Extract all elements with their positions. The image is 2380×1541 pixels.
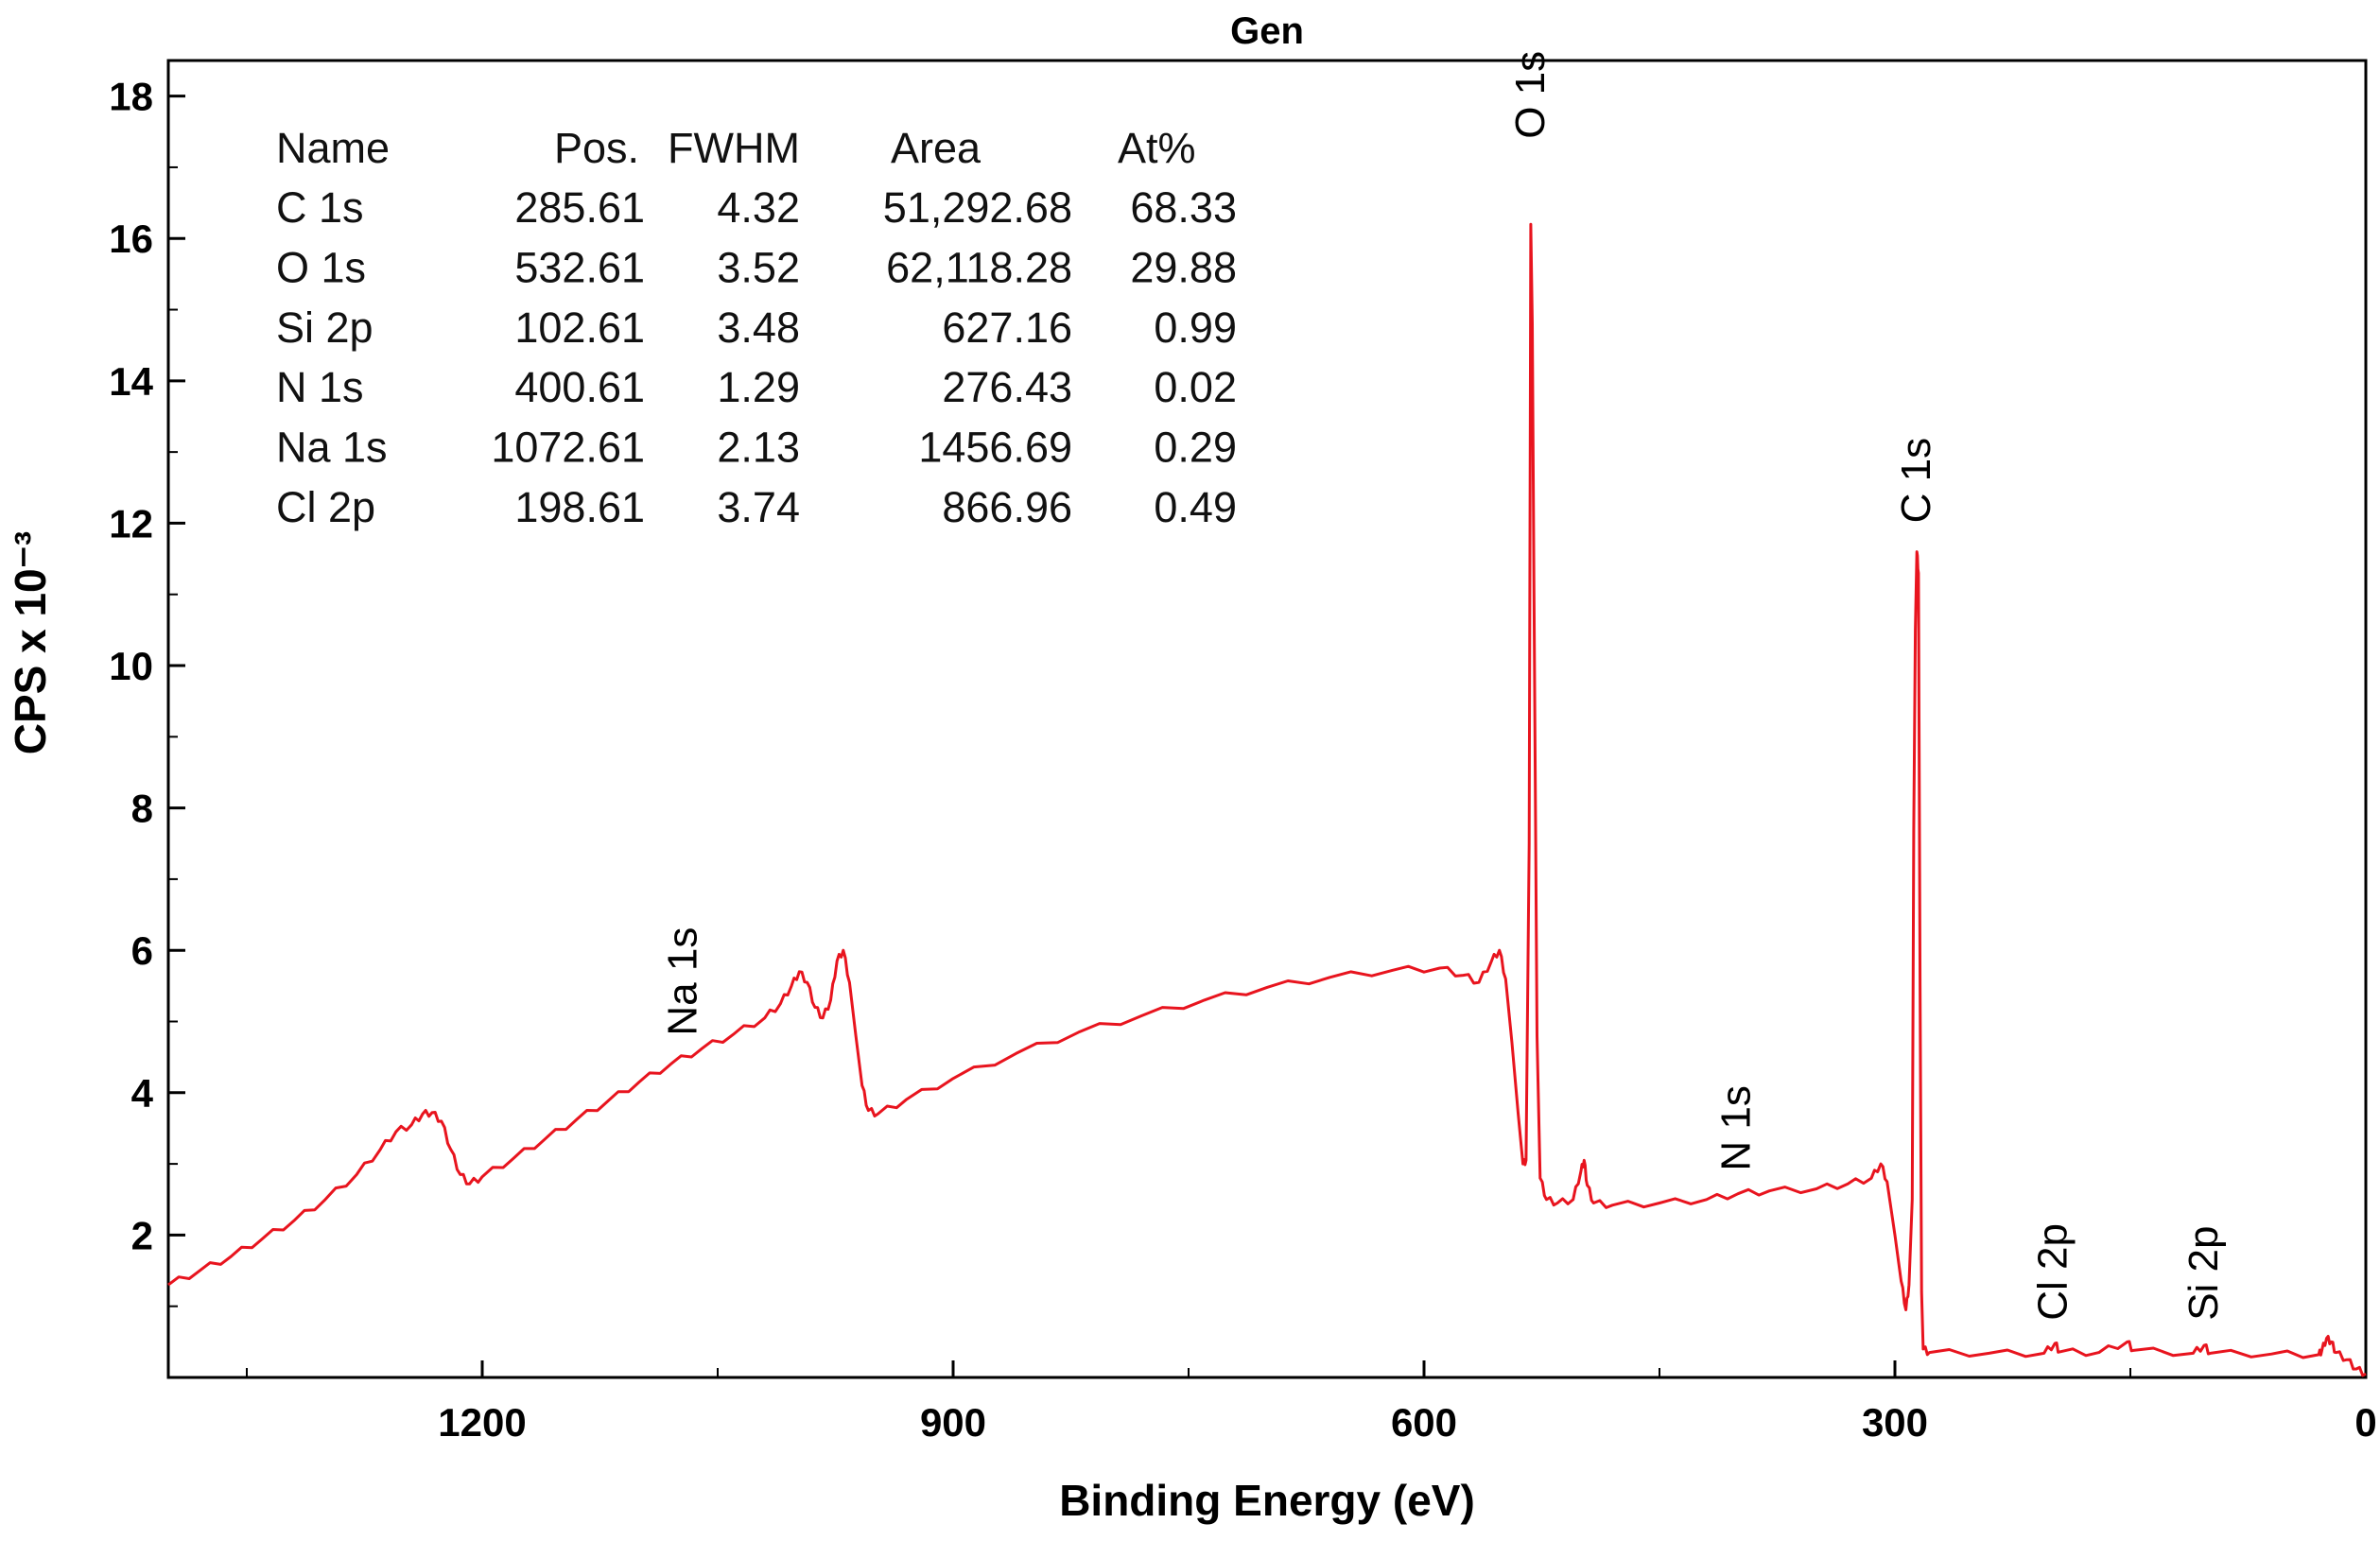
table-cell: 0.49 xyxy=(1154,483,1237,531)
chart-title: Gen xyxy=(1230,10,1304,52)
table-cell: 276.43 xyxy=(942,363,1072,411)
x-axis-title: Binding Energy (eV) xyxy=(1059,1476,1475,1525)
table-cell: 3.74 xyxy=(717,483,800,531)
y-axis: 2 4 6 8 10 12 14 16 18 xyxy=(109,75,185,1307)
table-cell: 2.13 xyxy=(717,424,800,472)
table-cell: 1.29 xyxy=(717,363,800,411)
table-cell: 51,292.68 xyxy=(883,183,1072,232)
x-axis: 1200 900 600 300 0 xyxy=(246,1360,2377,1445)
plot-frame xyxy=(166,59,2368,1379)
table-cell: Si 2p xyxy=(276,303,374,352)
table-cell: C 1s xyxy=(276,183,364,232)
y-tick-label: 10 xyxy=(109,644,153,688)
y-tick-label: 8 xyxy=(131,787,153,831)
table-cell: N 1s xyxy=(276,363,364,411)
table-cell: 1456.69 xyxy=(918,424,1072,472)
peak-label: C 1s xyxy=(1893,438,1939,523)
table-header-cell: Name xyxy=(276,124,390,172)
peak-label: Na 1s xyxy=(660,927,706,1036)
y-tick-label: 18 xyxy=(109,75,153,119)
table-cell: 0.99 xyxy=(1154,303,1237,352)
table-cell: 102.61 xyxy=(514,303,645,352)
table-cell: 62,118.28 xyxy=(886,243,1072,291)
table-cell: 532.61 xyxy=(514,243,645,291)
table-header-cell: FWHM xyxy=(668,124,800,172)
table-cell: 29.88 xyxy=(1130,243,1237,291)
table-cell: 0.29 xyxy=(1154,424,1237,472)
peak-labels: O 1s C 1s Na 1s N 1s Cl 2p Si 2p xyxy=(660,51,2228,1321)
x-tick-label: 1200 xyxy=(438,1400,526,1445)
peak-label: O 1s xyxy=(1507,51,1554,139)
table-cell: 1072.61 xyxy=(491,424,645,472)
y-tick-label: 2 xyxy=(131,1213,153,1257)
table-cell: 3.52 xyxy=(717,243,800,291)
table-cell: 198.61 xyxy=(514,483,645,531)
y-tick-label: 6 xyxy=(131,928,153,973)
table-cell: 285.61 xyxy=(514,183,645,232)
series-layer xyxy=(167,222,2367,1377)
x-tick-label: 300 xyxy=(1862,1400,1928,1445)
table-cell: 0.02 xyxy=(1154,363,1237,411)
table-header-cell: At% xyxy=(1118,124,1196,172)
table-cell: 400.61 xyxy=(514,363,645,411)
table-cell: Na 1s xyxy=(276,424,388,472)
spectrum-line xyxy=(167,222,2367,1377)
x-tick-label: 600 xyxy=(1391,1400,1457,1445)
peak-label: Cl 2p xyxy=(2030,1223,2076,1321)
y-axis-title: CPS x 10⁻³ xyxy=(6,531,55,755)
table-cell: 866.96 xyxy=(942,483,1072,531)
quantification-table: Name Pos. FWHM Area At% C 1s 285.61 4.32 51,292.… xyxy=(276,124,1237,531)
table-cell: O 1s xyxy=(276,243,366,291)
y-tick-label: 16 xyxy=(109,216,153,261)
peak-label: Si 2p xyxy=(2180,1226,2227,1321)
y-tick-label: 12 xyxy=(109,501,153,545)
table-cell: 627.16 xyxy=(942,303,1072,352)
peak-label: N 1s xyxy=(1712,1085,1759,1170)
y-tick-label: 4 xyxy=(131,1071,154,1116)
table-cell: 4.32 xyxy=(717,183,800,232)
table-header-cell: Area xyxy=(891,124,982,172)
table-cell: 68.33 xyxy=(1130,183,1237,232)
table-cell: Cl 2p xyxy=(276,483,375,531)
y-tick-label: 14 xyxy=(109,359,153,404)
x-tick-label: 0 xyxy=(2354,1400,2376,1445)
table-cell: 3.48 xyxy=(717,303,800,352)
table-header-cell: Pos. xyxy=(554,124,639,172)
x-tick-label: 900 xyxy=(920,1400,986,1445)
